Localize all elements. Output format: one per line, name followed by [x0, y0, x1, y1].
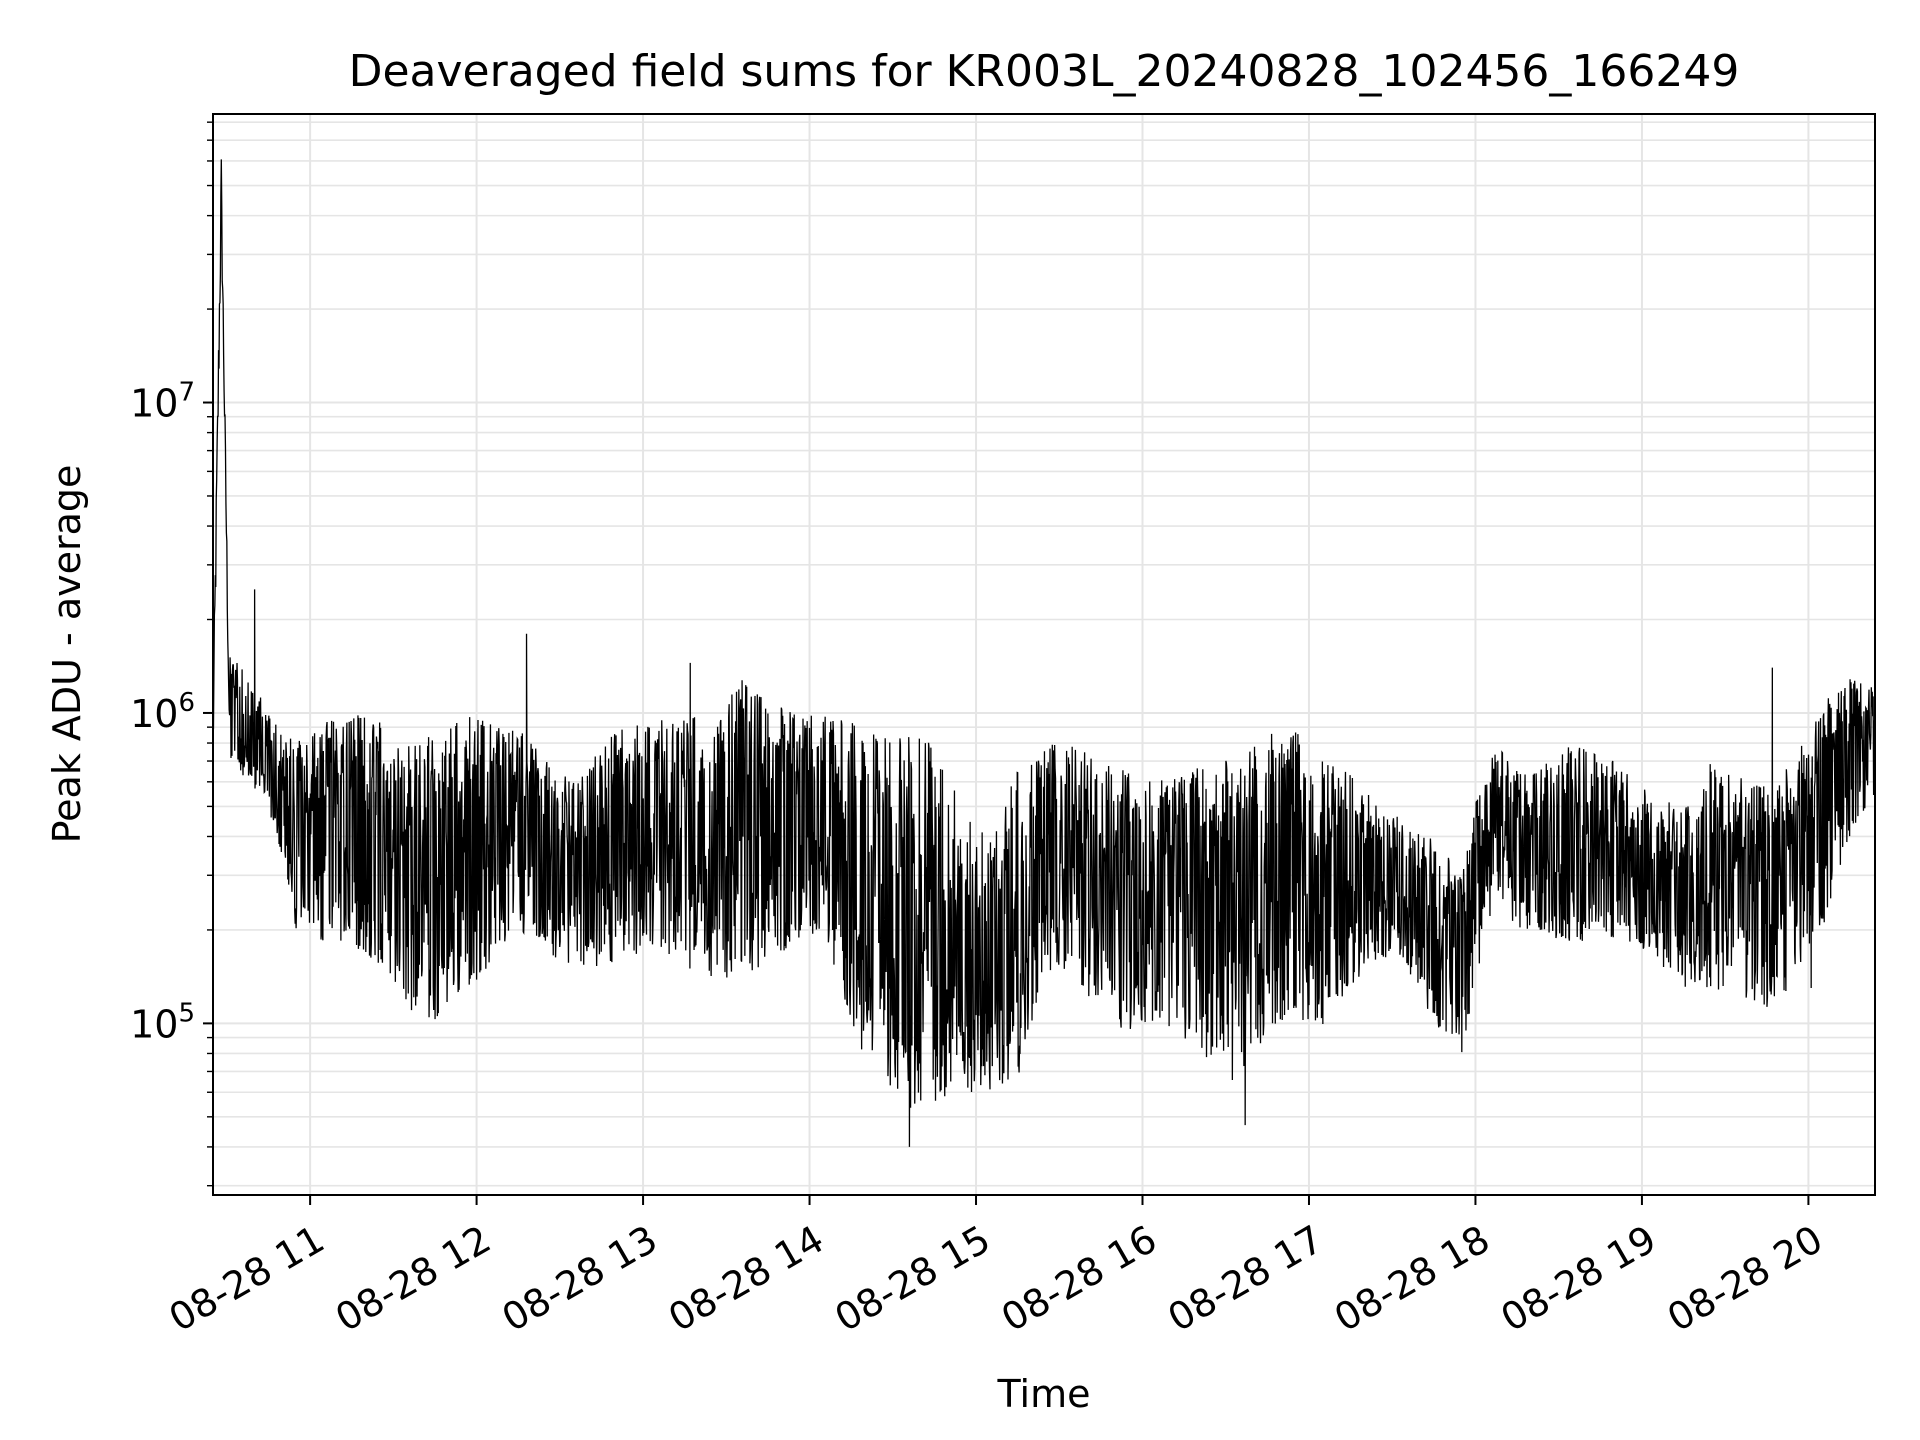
series-line [212, 159, 1876, 1147]
plot-frame [212, 113, 1876, 1196]
y-tick-label: 107 [130, 378, 195, 426]
y-axis-label: Peak ADU - average [45, 465, 89, 844]
series-line-path [212, 159, 1876, 1147]
chart-title: Deaveraged field sums for KR003L_2024082… [349, 46, 1740, 97]
y-tick-label-base: 10 [130, 1002, 178, 1046]
x-axis-label: Time [997, 1372, 1091, 1416]
y-tick-label-exponent: 5 [178, 998, 195, 1028]
y-tick-label-base: 10 [130, 382, 178, 426]
y-tick-label-exponent: 6 [178, 688, 195, 718]
y-tick-label: 106 [130, 688, 195, 736]
y-tick-label: 105 [130, 998, 195, 1046]
y-tick-label-exponent: 7 [178, 378, 195, 408]
y-tick-label-base: 10 [130, 692, 178, 736]
